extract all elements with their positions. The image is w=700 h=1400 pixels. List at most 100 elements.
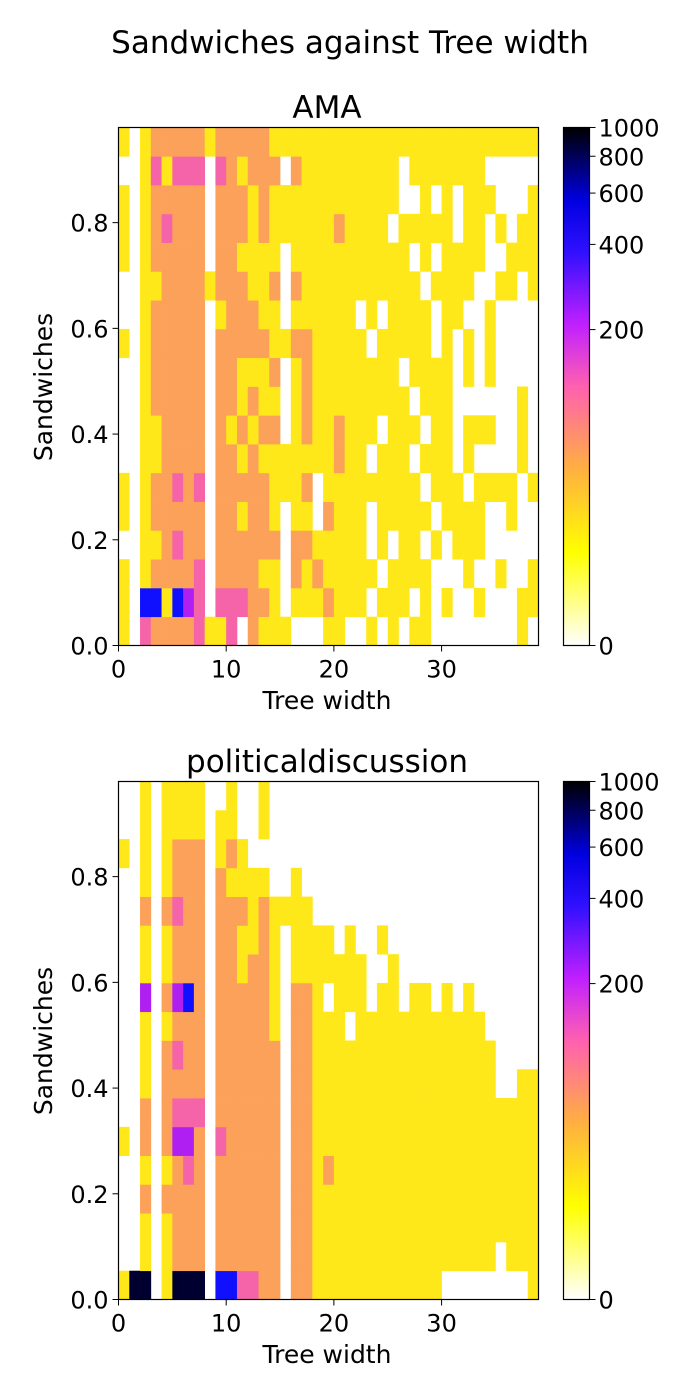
- heatmap-cell: [333, 213, 345, 243]
- heatmap-cell: [333, 1098, 345, 1128]
- heatmap-cell: [236, 1241, 249, 1272]
- heatmap-cell: [226, 559, 238, 589]
- heatmap-cell: [355, 185, 367, 215]
- heatmap-cell: [247, 1069, 259, 1099]
- heatmap-cell: [290, 530, 302, 560]
- heatmap-cell: [193, 1011, 205, 1041]
- heatmap-cell: [387, 982, 399, 1013]
- heatmap-cell: [269, 300, 281, 330]
- heatmap-cell: [118, 242, 130, 272]
- heatmap-cell: [344, 1069, 356, 1099]
- heatmap-cell: [441, 415, 453, 445]
- heatmap-cell: [258, 1270, 270, 1300]
- y-tick-label: 0.2: [70, 527, 108, 555]
- heatmap-cell: [441, 472, 453, 502]
- heatmap-cell: [398, 1098, 410, 1128]
- heatmap-cell: [333, 328, 345, 359]
- heatmap-cell: [269, 213, 281, 243]
- heatmap-cell: [420, 386, 432, 416]
- heatmap-cell: [247, 559, 259, 589]
- heatmap-cell: [398, 444, 410, 474]
- heatmap-cell: [376, 982, 389, 1013]
- colorbar-gradient: [562, 780, 591, 1301]
- heatmap-cell: [193, 185, 205, 215]
- heatmap-cell: [441, 185, 453, 215]
- heatmap-cell: [376, 1098, 389, 1128]
- heatmap-cell: [290, 1241, 302, 1272]
- heatmap-cell: [150, 242, 162, 272]
- heatmap-cell: [420, 616, 432, 646]
- heatmap-cell: [376, 1241, 389, 1272]
- heatmap-cell: [473, 185, 485, 215]
- heatmap-cell: [463, 1126, 475, 1156]
- heatmap-cell: [430, 1155, 442, 1185]
- heatmap-cell: [398, 501, 410, 531]
- heatmap-cell: [301, 1011, 313, 1041]
- heatmap-cell: [290, 1040, 302, 1070]
- heatmap-cell: [376, 185, 389, 215]
- heatmap-cell: [140, 925, 152, 955]
- heatmap-cell: [333, 501, 345, 531]
- heatmap-cell: [473, 213, 485, 243]
- heatmap-cell: [215, 156, 227, 186]
- heatmap-cell: [215, 501, 227, 531]
- heatmap-panel-ama: AMA 0 10 20 30 0.0 0.2 0.4 0.6 0.8 Tree width S…: [29, 90, 660, 715]
- heatmap-cell: [344, 127, 356, 157]
- x-tick-label: 10: [211, 1310, 242, 1338]
- heatmap-cell: [344, 444, 356, 474]
- heatmap-cell: [290, 357, 302, 387]
- heatmap-cell: [247, 386, 259, 416]
- heatmap-cell: [226, 781, 238, 811]
- heatmap-cell: [193, 867, 205, 897]
- colorbar-gradient: [562, 126, 591, 647]
- heatmap-cell: [301, 271, 313, 301]
- heatmap-cell: [484, 1069, 496, 1099]
- heatmap-cell: [366, 242, 378, 272]
- heatmap-cell: [161, 559, 173, 589]
- heatmap-cell: [226, 616, 238, 646]
- heatmap-cell: [484, 1098, 496, 1128]
- heatmap-cell: [301, 1040, 313, 1070]
- heatmap-cell: [150, 587, 162, 618]
- heatmap-cell: [290, 1213, 302, 1243]
- heatmap-cell: [258, 127, 270, 157]
- heatmap-cell: [247, 444, 259, 474]
- heatmap-cell: [193, 781, 205, 811]
- heatmap-cell: [376, 127, 389, 157]
- heatmap-cell: [161, 415, 173, 445]
- figure-title: Sandwiches against Tree width: [111, 25, 589, 61]
- heatmap-cell: [409, 559, 421, 589]
- heatmap-cell: [247, 271, 259, 301]
- heatmap-cell: [366, 386, 378, 416]
- heatmap-cell: [269, 530, 281, 560]
- heatmap-cell: [527, 587, 539, 618]
- heatmap-cell: [118, 501, 130, 531]
- heatmap-cell: [430, 1011, 442, 1041]
- heatmap-cell: [161, 127, 173, 157]
- heatmap-cell: [290, 127, 302, 157]
- heatmap-cell: [312, 587, 324, 618]
- heatmap-cell: [430, 1098, 442, 1128]
- heatmap-cell: [236, 328, 249, 359]
- heatmap-cell: [247, 213, 259, 243]
- heatmap-cell: [344, 559, 356, 589]
- heatmap-cell: [376, 472, 389, 502]
- heatmap-cell: [420, 185, 432, 215]
- heatmap-cell: [463, 1184, 475, 1214]
- heatmap-cell: [150, 300, 162, 330]
- heatmap-cell: [140, 242, 152, 272]
- heatmap-cell: [473, 415, 485, 445]
- heatmap-cell: [473, 587, 485, 618]
- heatmap-cell: [258, 954, 270, 984]
- heatmap-cell: [269, 415, 281, 445]
- heatmap-cell: [333, 386, 345, 416]
- heatmap-cell: [473, 1069, 485, 1099]
- heatmap-cell: [398, 1126, 410, 1156]
- heatmap-cell: [506, 472, 518, 502]
- heatmap-cell: [355, 982, 367, 1013]
- heatmap-cell: [495, 1098, 507, 1128]
- x-tick-label: 0: [111, 1310, 126, 1338]
- heatmap-cell: [344, 530, 356, 560]
- heatmap-cell: [484, 185, 496, 215]
